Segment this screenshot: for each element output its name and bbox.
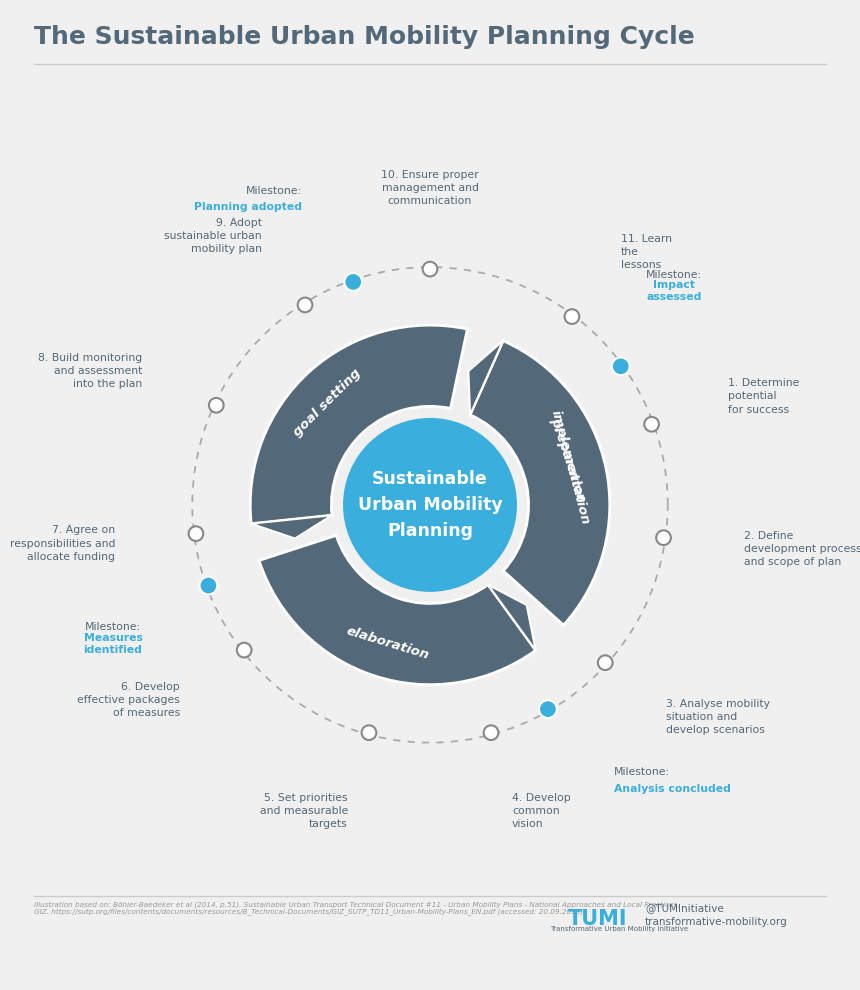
Circle shape bbox=[343, 418, 517, 592]
Circle shape bbox=[564, 309, 580, 324]
Text: Illustration based on: Böhler-Baedeker et al (2014, p.51). Sustainable Urban Tra: Illustration based on: Böhler-Baedeker e… bbox=[34, 901, 680, 916]
Circle shape bbox=[483, 726, 499, 740]
Text: The Sustainable Urban Mobility Planning Cycle: The Sustainable Urban Mobility Planning … bbox=[34, 25, 695, 49]
Text: Planning adopted: Planning adopted bbox=[194, 202, 303, 212]
Text: @TUMInitiative
transformative-mobility.org: @TUMInitiative transformative-mobility.o… bbox=[645, 903, 788, 927]
Circle shape bbox=[237, 643, 251, 657]
Circle shape bbox=[200, 576, 218, 594]
Polygon shape bbox=[469, 341, 503, 415]
Wedge shape bbox=[259, 536, 536, 685]
Text: 3. Analyse mobility
situation and
develop scenarios: 3. Analyse mobility situation and develo… bbox=[666, 699, 770, 736]
Text: 11. Learn
the
lessons: 11. Learn the lessons bbox=[621, 234, 672, 270]
Text: 2. Define
development process
and scope of plan: 2. Define development process and scope … bbox=[744, 531, 860, 567]
Text: 6. Develop
effective packages
of measures: 6. Develop effective packages of measure… bbox=[77, 682, 181, 719]
Circle shape bbox=[539, 700, 556, 718]
Text: Milestone:: Milestone: bbox=[85, 622, 141, 632]
Text: 4. Develop
common
vision: 4. Develop common vision bbox=[512, 793, 571, 830]
Text: 1. Determine
potential
for success: 1. Determine potential for success bbox=[728, 378, 799, 415]
Text: 5. Set priorities
and measurable
targets: 5. Set priorities and measurable targets bbox=[260, 793, 348, 830]
Text: elaboration: elaboration bbox=[345, 625, 431, 662]
Text: 7. Agree on
responsibilities and
allocate funding: 7. Agree on responsibilities and allocat… bbox=[9, 526, 115, 561]
Circle shape bbox=[344, 273, 362, 291]
Text: Transformative Urban Mobility Initiative: Transformative Urban Mobility Initiative bbox=[550, 926, 689, 932]
Polygon shape bbox=[469, 341, 503, 415]
Text: implementation: implementation bbox=[549, 409, 592, 526]
Text: Sustainable
Urban Mobility
Planning: Sustainable Urban Mobility Planning bbox=[358, 469, 502, 541]
Text: 8. Build monitoring
and assessment
into the plan: 8. Build monitoring and assessment into … bbox=[39, 352, 143, 389]
Circle shape bbox=[298, 298, 312, 312]
Text: 10. Ensure proper
management and
communication: 10. Ensure proper management and communi… bbox=[381, 169, 479, 206]
Text: 9. Adopt
sustainable urban
mobility plan: 9. Adopt sustainable urban mobility plan bbox=[164, 218, 262, 254]
Text: Milestone:: Milestone: bbox=[246, 186, 303, 196]
Text: Analysis concluded: Analysis concluded bbox=[614, 783, 730, 794]
Circle shape bbox=[598, 655, 612, 670]
Wedge shape bbox=[470, 341, 610, 625]
Circle shape bbox=[644, 417, 659, 432]
Text: Measures
identified: Measures identified bbox=[83, 633, 143, 654]
Circle shape bbox=[611, 357, 630, 375]
Polygon shape bbox=[251, 515, 332, 539]
Circle shape bbox=[656, 531, 671, 545]
Wedge shape bbox=[250, 325, 467, 524]
Text: preparation: preparation bbox=[548, 416, 587, 504]
Polygon shape bbox=[488, 585, 536, 650]
Text: Milestone:: Milestone: bbox=[646, 269, 702, 279]
Wedge shape bbox=[470, 341, 610, 625]
Text: TUMI: TUMI bbox=[568, 909, 627, 929]
Circle shape bbox=[361, 726, 377, 740]
Circle shape bbox=[422, 261, 438, 276]
Circle shape bbox=[209, 398, 224, 413]
Text: Impact
assessed: Impact assessed bbox=[647, 280, 702, 302]
Text: goal setting: goal setting bbox=[292, 366, 364, 439]
Circle shape bbox=[188, 527, 203, 541]
Text: Milestone:: Milestone: bbox=[614, 767, 670, 777]
